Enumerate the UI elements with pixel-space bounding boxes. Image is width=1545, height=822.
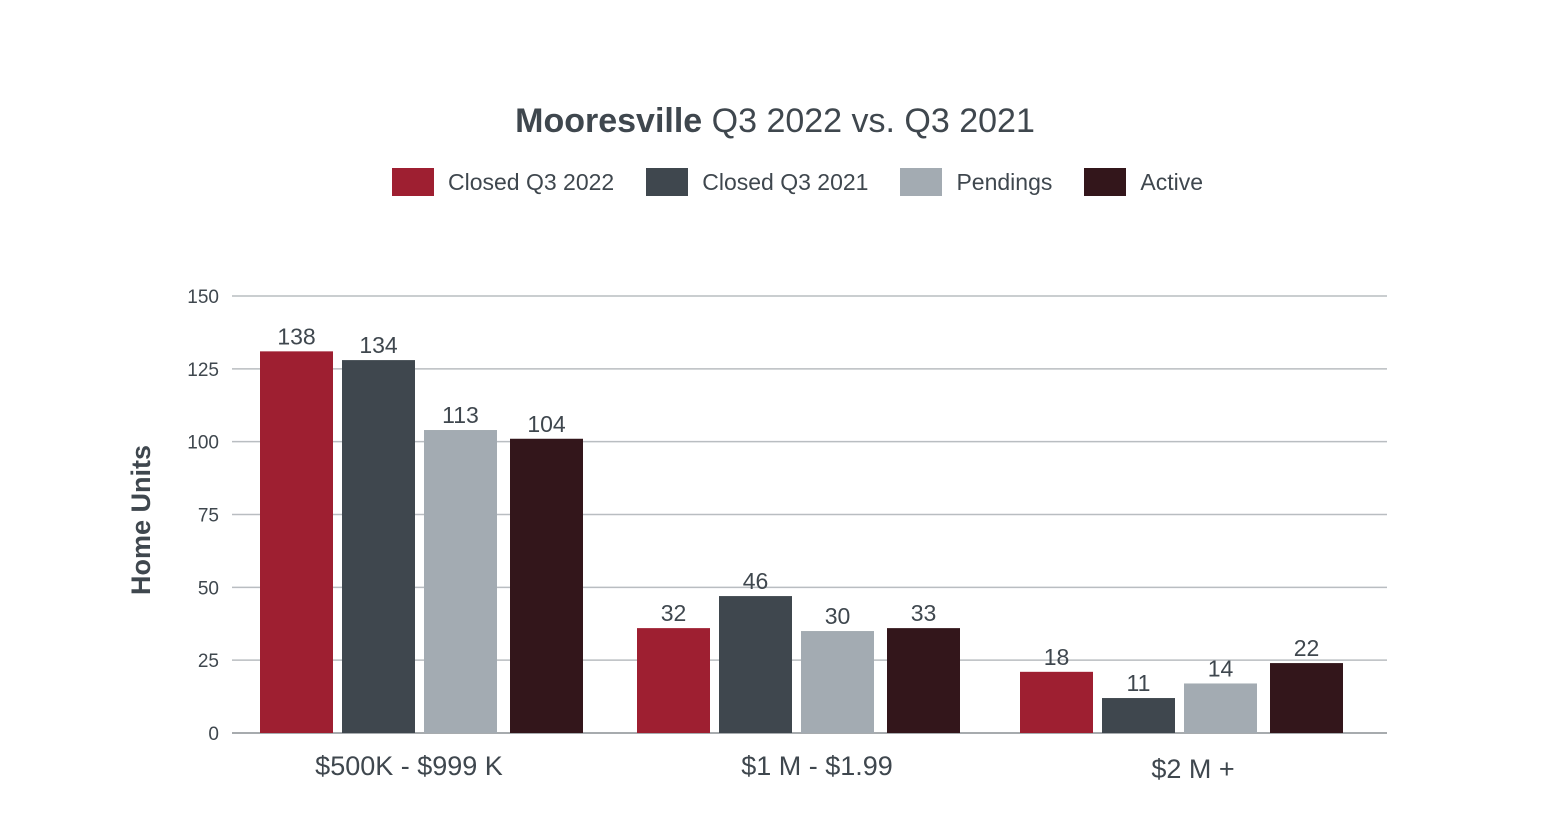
legend-swatch xyxy=(900,168,943,196)
bar xyxy=(1102,698,1175,733)
bar xyxy=(719,596,792,733)
bar xyxy=(510,438,583,733)
data-label: 11 xyxy=(1127,670,1151,696)
legend-item-0: Closed Q3 2022 xyxy=(391,168,615,196)
data-label: 22 xyxy=(1294,635,1320,661)
bar xyxy=(1270,663,1343,733)
legend-label: Closed Q3 2021 xyxy=(702,168,869,195)
data-label: 18 xyxy=(1044,644,1070,670)
legend-item-2: Pendings xyxy=(900,168,1052,196)
legend-swatch xyxy=(646,168,689,196)
x-category-label: $1 M - $1.99 xyxy=(741,751,893,781)
legend: Closed Q3 2022 Closed Q3 2021 Pendings Acti… xyxy=(0,168,1545,196)
data-label: 33 xyxy=(911,600,937,626)
data-label: 30 xyxy=(825,603,851,629)
legend-swatch xyxy=(1084,168,1127,196)
bar xyxy=(424,430,497,733)
legend-item-1: Closed Q3 2021 xyxy=(646,168,868,196)
bar xyxy=(1184,683,1257,733)
data-label: 138 xyxy=(277,323,315,349)
y-tick-label: 150 xyxy=(187,287,219,308)
legend-swatch xyxy=(391,168,434,196)
bar xyxy=(637,628,710,733)
data-label: 134 xyxy=(359,332,398,358)
bar xyxy=(342,360,415,733)
data-label: 14 xyxy=(1208,655,1234,681)
chart-title: Mooresville Q3 2022 vs. Q3 2021 xyxy=(0,102,1545,141)
x-category-label: $500K - $999 K xyxy=(315,751,503,781)
legend-label: Active xyxy=(1140,168,1204,195)
x-category-label: $2 M + xyxy=(1151,754,1234,784)
data-label: 104 xyxy=(527,411,566,437)
data-label: 46 xyxy=(743,568,769,594)
y-tick-label: 25 xyxy=(198,651,219,672)
data-label: 32 xyxy=(661,600,687,626)
chart-title-rest: Q3 2022 vs. Q3 2021 xyxy=(702,102,1035,140)
data-label: 113 xyxy=(442,402,479,428)
y-tick-label: 0 xyxy=(208,724,219,745)
legend-label: Pendings xyxy=(956,168,1053,195)
chart-title-bold: Mooresville xyxy=(515,102,703,140)
legend-label: Closed Q3 2022 xyxy=(447,168,615,195)
y-tick-label: 75 xyxy=(198,506,219,527)
y-tick-label: 100 xyxy=(187,433,219,454)
bar xyxy=(260,351,333,733)
y-tick-label: 50 xyxy=(198,578,219,599)
y-axis-label: Home Units xyxy=(126,445,156,595)
y-tick-label: 125 xyxy=(187,360,219,381)
bar xyxy=(801,631,874,733)
bar xyxy=(1020,671,1093,733)
legend-item-3: Active xyxy=(1084,168,1203,196)
bar xyxy=(887,628,960,733)
